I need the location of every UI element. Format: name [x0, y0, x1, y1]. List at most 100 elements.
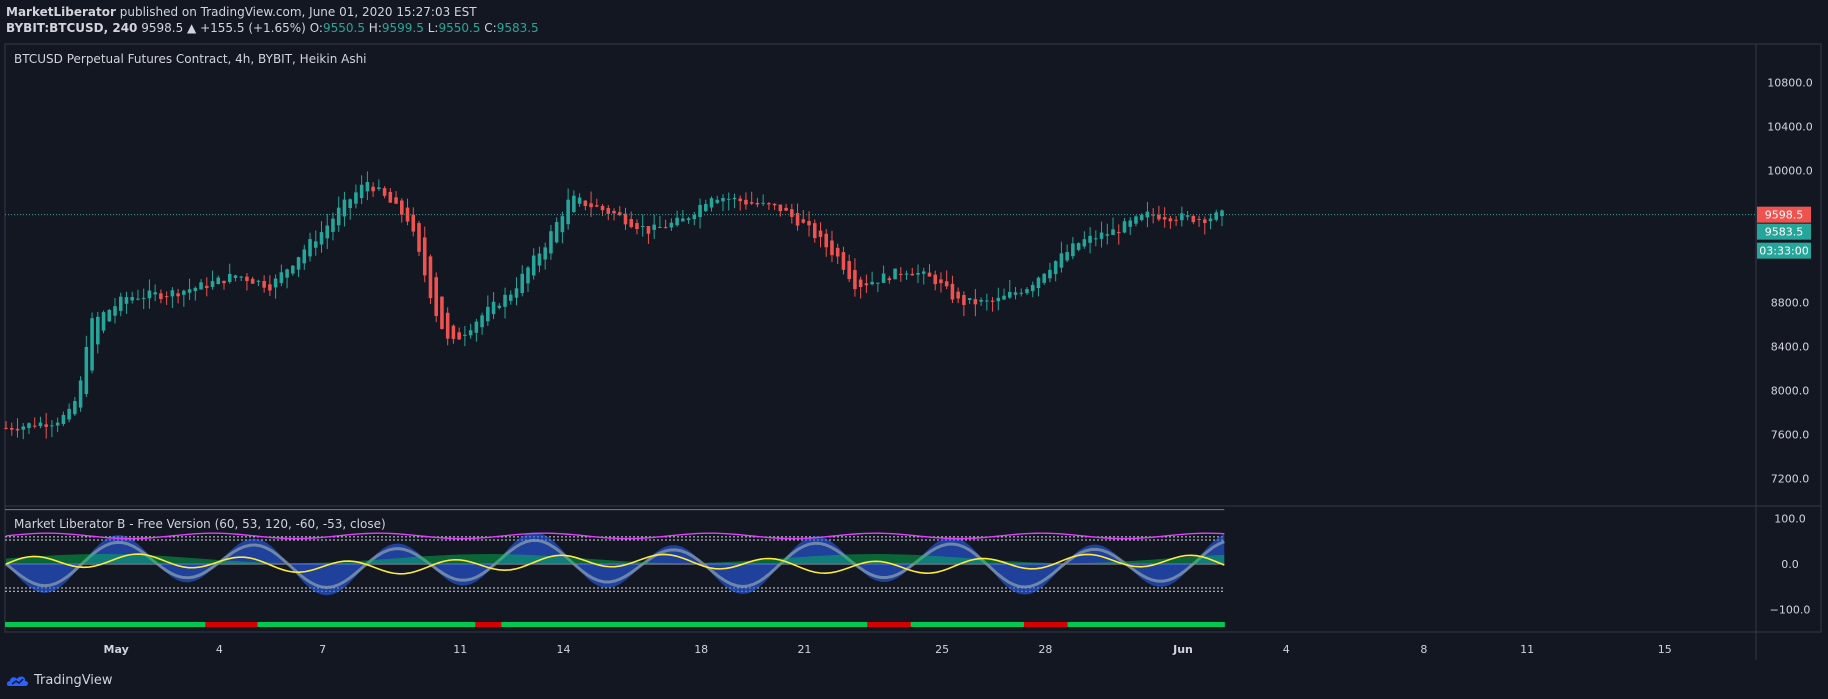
- indicator-status-segment: [1050, 622, 1060, 627]
- indicator-status-segment: [605, 622, 616, 627]
- price-tick-label: 7200.0: [1771, 473, 1810, 486]
- tradingview-brand[interactable]: TradingView: [34, 672, 113, 688]
- candle-body: [663, 227, 668, 229]
- indicator-status-segment: [161, 622, 171, 627]
- candle-body: [1059, 253, 1064, 268]
- indicator-status-segment: [292, 622, 302, 627]
- indicator-status-segment: [48, 622, 58, 627]
- published-info: published on TradingView.com, June 01, 2…: [119, 5, 477, 19]
- indicator-status-segment: [457, 622, 468, 627]
- indicator-status-segment: [684, 622, 694, 627]
- indicator-status-segment: [205, 622, 215, 627]
- candle-body: [1025, 289, 1029, 294]
- indicator-status-segment: [658, 622, 668, 627]
- candle-body: [904, 273, 909, 275]
- candle-body: [50, 425, 54, 427]
- candle-body: [979, 299, 983, 302]
- candle-body: [1128, 220, 1133, 227]
- candle-body: [222, 280, 226, 284]
- candlestick-series[interactable]: [4, 171, 1756, 440]
- candle-body: [113, 306, 117, 316]
- indicator-status-segment: [867, 622, 877, 627]
- indicator-status-segment: [902, 622, 912, 627]
- candle-body: [790, 209, 794, 217]
- time-tick-label: 8: [1420, 643, 1427, 656]
- candle-body: [692, 214, 697, 220]
- time-axis[interactable]: May 4 7 11 14 18 21 25 28 Jun 4 8 11 15: [104, 643, 1672, 656]
- candle-body: [1134, 216, 1138, 224]
- candle-body: [520, 273, 525, 293]
- indicator-status-segment: [1137, 622, 1147, 627]
- indicator-wave-line: [5, 538, 1225, 589]
- indicator-status-segment: [1084, 622, 1095, 627]
- price-axis[interactable]: 10800.010400.010000.09600.08800.08400.08…: [1767, 77, 1813, 617]
- candle-body: [623, 213, 628, 225]
- indicator-status-segment: [1163, 622, 1173, 627]
- candle-body: [388, 191, 393, 203]
- candle-body: [273, 278, 278, 288]
- author-name[interactable]: MarketLiberator: [6, 5, 116, 19]
- candle-body: [686, 218, 691, 220]
- candle-body: [84, 346, 89, 395]
- indicator-status-segment: [980, 622, 990, 627]
- indicator-status-segment: [362, 622, 372, 627]
- time-tick-label: 11: [1520, 643, 1534, 656]
- last-price: 9598.5: [141, 21, 184, 35]
- indicator-status-segment: [745, 622, 755, 627]
- indicator-status-segment: [727, 622, 738, 627]
- indicator-status-segment: [501, 622, 511, 627]
- candle-body: [950, 283, 955, 300]
- indicator-status-segment: [893, 622, 903, 627]
- indicator-status-segment: [466, 622, 476, 627]
- candle-body: [262, 281, 266, 288]
- candle-body: [669, 222, 674, 228]
- indicator-status-segment: [814, 622, 825, 627]
- time-tick-label: 4: [216, 643, 223, 656]
- candle-body: [147, 290, 152, 299]
- indicator-status-segment: [588, 622, 598, 627]
- candle-body: [784, 207, 788, 211]
- candle-body: [1042, 273, 1046, 283]
- candle-body: [566, 199, 570, 225]
- footer: TradingView: [6, 672, 113, 688]
- candle-body: [847, 261, 851, 280]
- candle-body: [715, 199, 720, 203]
- candle-body: [658, 227, 662, 229]
- tradingview-cloud-icon[interactable]: [6, 672, 30, 688]
- candle-body: [1002, 295, 1006, 300]
- indicator-status-segment: [449, 622, 459, 627]
- candle-body: [1145, 211, 1150, 218]
- candle-body: [921, 271, 926, 274]
- indicator-status-segment: [475, 622, 485, 627]
- candle-body: [835, 247, 840, 257]
- indicator-status-segment: [396, 622, 407, 627]
- indicator-status-segment: [248, 622, 259, 627]
- indicator-status-segment: [1128, 622, 1138, 627]
- indicator-status-segment: [954, 622, 964, 627]
- candle-body: [1105, 234, 1110, 236]
- candle-body: [732, 197, 737, 200]
- price-tick-label: 10400.0: [1767, 121, 1813, 134]
- candle-body: [107, 309, 112, 322]
- indicator-status-segment: [945, 622, 955, 627]
- candle-body: [199, 282, 203, 290]
- candle-body: [342, 199, 347, 217]
- indicator-status-segment: [257, 622, 267, 627]
- candle-body: [319, 232, 324, 245]
- indicator-pane[interactable]: [5, 509, 1225, 627]
- candle-body: [1048, 269, 1052, 279]
- indicator-status-segment: [65, 622, 76, 627]
- indicator-status-segment: [579, 622, 590, 627]
- price-tick-label: 8000.0: [1771, 385, 1810, 398]
- indicator-status-segment: [388, 622, 398, 627]
- indicator-status-segment: [1119, 622, 1129, 627]
- candle-body: [227, 273, 232, 282]
- indicator-status-segment: [414, 622, 424, 627]
- indicator-status-segment: [309, 622, 320, 627]
- indicator-status-segment: [1041, 622, 1051, 627]
- candle-body: [749, 202, 754, 204]
- candle-body: [549, 231, 553, 254]
- indicator-status-segment: [187, 622, 198, 627]
- indicator-status-segment: [640, 622, 650, 627]
